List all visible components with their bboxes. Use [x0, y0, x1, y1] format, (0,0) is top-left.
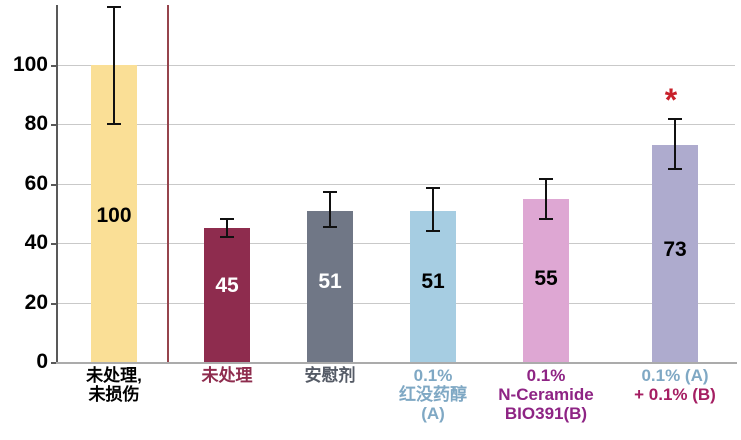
error-bar-stem-5: [545, 177, 547, 220]
error-bar-stem-2: [226, 217, 228, 238]
error-bar-cap-top-2: [220, 217, 234, 220]
error-bar-cap-bottom-5: [539, 218, 553, 221]
gridline-20: [56, 302, 735, 304]
y-axis-tick-mark: [51, 124, 56, 127]
y-axis-tick-mark: [51, 302, 56, 305]
x-axis-label-3-line-1: 安慰剂: [304, 366, 356, 385]
significance-asterisk: *: [664, 82, 678, 119]
gridline-60: [56, 183, 735, 185]
x-axis-label-6-line-2: + 0.1% (B): [634, 385, 716, 404]
error-bar-stem-4: [432, 186, 434, 232]
bar-6: [652, 145, 698, 362]
bar-value-label-6: 73: [663, 238, 687, 261]
gridline-80: [56, 124, 735, 126]
separator-line: [167, 5, 169, 362]
error-bar-stem-3: [329, 191, 331, 227]
bar-value-label-2: 45: [215, 274, 239, 297]
y-axis-tick-label: 100: [12, 53, 48, 76]
y-axis-tick-label: 40: [24, 231, 48, 255]
x-axis-label-1: 未处理, 未损伤: [42, 366, 186, 404]
bar-value-label-3: 51: [318, 270, 342, 293]
y-axis-tick-mark: [51, 362, 56, 364]
x-axis-label-5-line-2: N-Ceramide: [498, 385, 594, 404]
x-axis-label-4-line-3: (A): [421, 404, 445, 423]
bar-5: [523, 198, 569, 362]
error-bar-stem-6: [674, 118, 676, 169]
x-axis-label-2: 未处理: [155, 366, 299, 385]
x-axis-label-5-line-1: 0.1%: [526, 366, 566, 385]
x-axis-label-4-line-1: 0.1%: [413, 366, 453, 385]
x-axis-line: [56, 362, 737, 364]
error-bar-stem-1: [113, 5, 115, 125]
x-axis-label-3: 安慰剂: [258, 366, 402, 385]
y-axis-line: [56, 5, 58, 364]
x-axis-label-6-line-1: 0.1% (A): [641, 366, 709, 385]
x-axis-label-2-line-1: 未处理: [201, 366, 253, 385]
x-axis-label-6: 0.1% (A) + 0.1% (B): [603, 366, 741, 404]
error-bar-cap-top-5: [539, 177, 553, 180]
error-bar-cap-bottom-1: [107, 123, 121, 126]
y-axis-tick-mark: [51, 183, 56, 186]
gridline-40: [56, 243, 735, 245]
error-bar-cap-bottom-6: [668, 167, 682, 170]
error-bar-cap-top-6: [668, 118, 682, 121]
y-axis-tick-label: 60: [24, 171, 48, 195]
y-axis-tick-mark: [51, 65, 56, 67]
y-axis-tick-label: 20: [24, 290, 48, 314]
error-bar-cap-bottom-3: [323, 225, 337, 228]
x-axis-label-1-line-2: 未损伤: [88, 385, 140, 404]
bar-value-label-4: 51: [421, 270, 445, 293]
y-axis-tick-label: 0: [36, 350, 48, 373]
x-axis-label-5-line-3: BIO391(B): [504, 404, 588, 423]
bar-value-label-1: 100: [96, 204, 132, 227]
bar-value-label-5: 55: [534, 267, 558, 290]
error-bar-cap-top-4: [426, 186, 440, 189]
bar-4: [410, 210, 456, 362]
bar-3: [307, 210, 353, 362]
y-axis-tick-mark: [51, 243, 56, 246]
x-axis-label-5: 0.1% N-Ceramide BIO391(B): [474, 366, 618, 423]
bar-2: [204, 228, 250, 362]
x-axis-label-1-line-1: 未处理,: [86, 366, 142, 385]
x-axis-label-4: 0.1% 红没药醇 (A): [361, 366, 505, 423]
x-axis-label-4-line-2: 红没药醇: [399, 385, 467, 404]
error-bar-cap-bottom-4: [426, 230, 440, 233]
error-bar-cap-top-1: [107, 5, 121, 8]
error-bar-cap-top-3: [323, 191, 337, 194]
gridline-100: [56, 65, 735, 66]
error-bar-cap-bottom-2: [220, 236, 234, 239]
y-axis-tick-label: 80: [24, 112, 48, 136]
